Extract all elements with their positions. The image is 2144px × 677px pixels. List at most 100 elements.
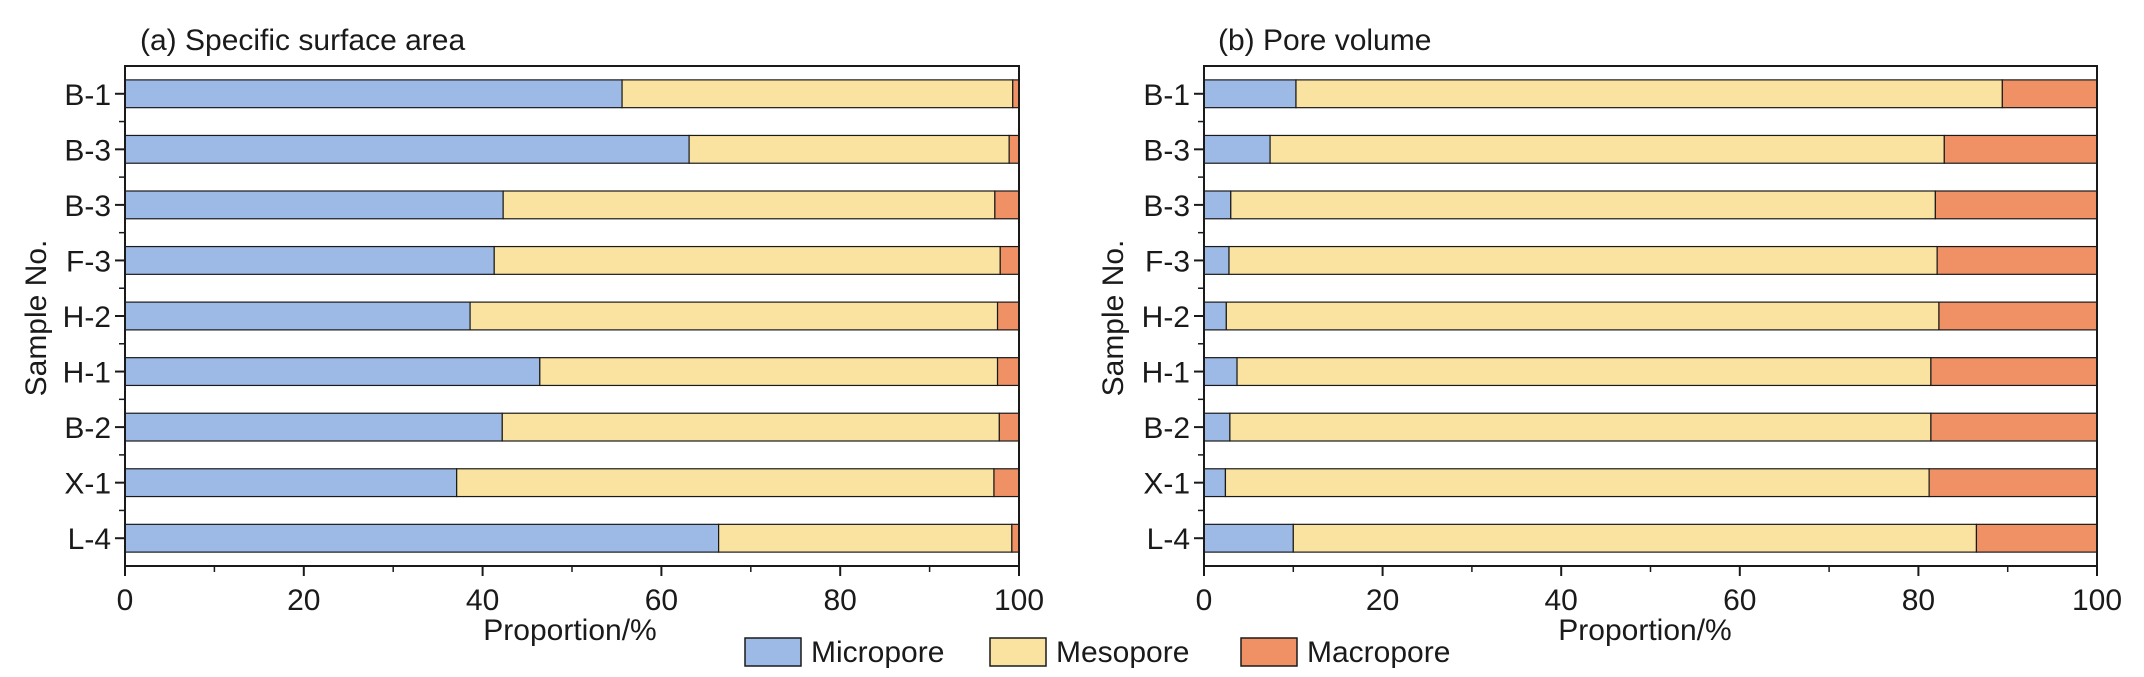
bar-micropore xyxy=(124,301,471,331)
legend-swatch-mesopore xyxy=(989,637,1047,667)
x-tick-label: 100 xyxy=(994,584,1044,617)
bar-macropore xyxy=(1934,190,2098,220)
bar-micropore xyxy=(1203,468,1227,498)
y-tick-label: H-1 xyxy=(63,357,111,390)
bar-mesopore xyxy=(1228,245,1938,275)
x-axis-label: Proportion/% xyxy=(483,614,656,647)
bar-micropore xyxy=(124,245,495,275)
bar-micropore xyxy=(1203,357,1238,387)
bar-macropore xyxy=(1930,412,2098,442)
x-tick-label: 60 xyxy=(1723,584,1756,617)
x-tick-label: 20 xyxy=(1366,584,1399,617)
y-tick-label: H-2 xyxy=(63,301,111,334)
bar-micropore xyxy=(1203,245,1230,275)
bar-macropore xyxy=(993,468,1020,498)
y-axis-label: Sample No. xyxy=(1097,240,1130,397)
y-tick-label: H-1 xyxy=(1142,357,1190,390)
legend-label-macropore: Macropore xyxy=(1307,636,1450,669)
bar-mesopore xyxy=(1269,134,1945,164)
bar-micropore xyxy=(124,523,720,553)
bar-mesopore xyxy=(688,134,1010,164)
bar-mesopore xyxy=(539,357,999,387)
bar-micropore xyxy=(1203,301,1227,331)
x-axis-label: Proportion/% xyxy=(1558,614,1731,647)
panel-pore-volume: (b) Pore volume B-1 B-3 B-3 F-3 H-2 H-1 B-2 X-1… xyxy=(1097,24,2122,647)
x-tick-labels: 0 20 40 60 80 100 xyxy=(1196,566,2122,617)
bar-mesopore xyxy=(1236,357,1932,387)
bar-macropore xyxy=(996,357,1020,387)
panel-title: (a) Specific surface area xyxy=(140,24,465,57)
bar-micropore xyxy=(1203,79,1297,109)
y-tick-label: B-3 xyxy=(1143,134,1190,167)
bar-micropore xyxy=(124,79,623,109)
bar-mesopore xyxy=(621,79,1014,109)
y-tick-label: X-1 xyxy=(64,468,111,501)
bar-mesopore xyxy=(501,412,1000,442)
bar-macropore xyxy=(998,412,1020,442)
bar-macropore xyxy=(1011,523,1020,553)
bar-mesopore xyxy=(1230,190,1936,220)
bar-mesopore xyxy=(1295,79,2003,109)
y-tick-label: B-3 xyxy=(64,190,111,223)
legend-label-mesopore: Mesopore xyxy=(1056,636,1189,669)
y-tick-label: L-4 xyxy=(68,523,111,556)
y-tick-label: H-2 xyxy=(1142,301,1190,334)
bar-macropore xyxy=(1943,134,2098,164)
bar-mesopore xyxy=(502,190,996,220)
bar-macropore xyxy=(994,190,1020,220)
y-tick-label: B-2 xyxy=(64,412,111,445)
legend-swatch-micropore xyxy=(744,637,802,667)
x-tick-label: 60 xyxy=(645,584,678,617)
x-tick-label: 20 xyxy=(287,584,320,617)
bar-mesopore xyxy=(1229,412,1932,442)
bar-macropore xyxy=(999,245,1020,275)
bar-mesopore xyxy=(1225,301,1940,331)
bar-micropore xyxy=(124,134,690,164)
panel-title: (b) Pore volume xyxy=(1218,24,1431,57)
bar-micropore xyxy=(1203,190,1232,220)
bar-macropore xyxy=(1930,357,2098,387)
bar-mesopore xyxy=(469,301,999,331)
x-tick-label: 40 xyxy=(1545,584,1578,617)
bar-micropore xyxy=(1203,523,1294,553)
bar-macropore xyxy=(996,301,1020,331)
bar-macropore xyxy=(2001,79,2098,109)
legend: Micropore Mesopore Macropore xyxy=(744,636,1450,669)
x-tick-label: 40 xyxy=(466,584,499,617)
y-tick-label: F-3 xyxy=(66,245,111,278)
y-tick-label: F-3 xyxy=(1145,245,1190,278)
y-tick-label: B-2 xyxy=(1143,412,1190,445)
bar-macropore xyxy=(1928,468,2098,498)
y-tick-label: L-4 xyxy=(1147,523,1190,556)
legend-swatch-macropore xyxy=(1240,637,1298,667)
bar-mesopore xyxy=(456,468,995,498)
bar-micropore xyxy=(1203,412,1231,442)
plot-frame xyxy=(1203,65,2098,567)
bar-mesopore xyxy=(718,523,1013,553)
y-tick-label: X-1 xyxy=(1143,468,1190,501)
bars-group xyxy=(1203,79,2098,553)
y-tick-label: B-1 xyxy=(64,79,111,112)
y-axis-label: Sample No. xyxy=(20,240,53,397)
bar-micropore xyxy=(1203,134,1271,164)
bar-mesopore xyxy=(493,245,1001,275)
x-tick-label: 100 xyxy=(2072,584,2122,617)
y-tick-labels: B-1 B-3 B-3 F-3 H-2 H-1 B-2 X-1 L-4 xyxy=(63,79,125,556)
legend-label-micropore: Micropore xyxy=(811,636,944,669)
bar-micropore xyxy=(124,468,458,498)
x-tick-label: 80 xyxy=(824,584,857,617)
bar-micropore xyxy=(124,412,503,442)
bar-macropore xyxy=(1936,245,2098,275)
x-tick-label: 80 xyxy=(1902,584,1935,617)
y-tick-labels: B-1 B-3 B-3 F-3 H-2 H-1 B-2 X-1 L-4 xyxy=(1142,79,1204,556)
bar-macropore xyxy=(1008,134,1020,164)
bar-micropore xyxy=(124,190,504,220)
y-tick-label: B-1 xyxy=(1143,79,1190,112)
bar-macropore xyxy=(1975,523,2098,553)
x-tick-label: 0 xyxy=(117,584,134,617)
bar-macropore xyxy=(1938,301,2098,331)
bar-mesopore xyxy=(1292,523,1978,553)
y-tick-label: B-3 xyxy=(64,134,111,167)
bar-mesopore xyxy=(1224,468,1930,498)
